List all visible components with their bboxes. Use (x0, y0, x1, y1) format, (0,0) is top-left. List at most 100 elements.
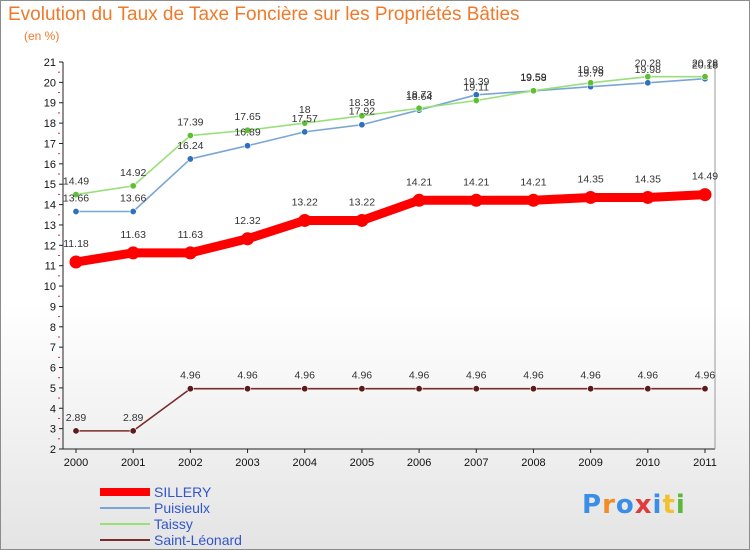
y-tick-label: 15 (44, 179, 56, 191)
y-tick-label: 8 (50, 322, 56, 334)
data-point-taissy (244, 126, 252, 134)
y-tick-label: 3 (50, 424, 56, 436)
data-point-saint-leonard (701, 385, 709, 393)
data-point-taissy (529, 87, 537, 95)
logo-letter: x (634, 490, 653, 520)
data-point-puisieulx (244, 142, 252, 150)
data-point-sillery (412, 193, 426, 207)
y-tick-label: 11 (45, 261, 56, 273)
legend-swatch (100, 539, 150, 541)
data-label-sillery: 14.21 (520, 176, 546, 188)
y-minor-tick (58, 255, 60, 256)
data-label-saint-leonard: 4.96 (695, 370, 716, 382)
data-label-saint-leonard: 4.96 (638, 370, 659, 382)
y-tick-label: 6 (50, 363, 56, 375)
data-point-sillery (526, 193, 540, 207)
x-tick-label: 2011 (693, 457, 717, 469)
y-tick-label: 5 (50, 383, 56, 395)
y-minor-tick (58, 438, 60, 440)
series-line-taissy (75, 75, 706, 196)
data-label-taissy: 18.73 (406, 89, 432, 101)
data-point-saint-leonard (244, 385, 252, 393)
x-tick-label: 2004 (292, 457, 316, 469)
y-tick-label: 10 (44, 281, 56, 293)
y-minor-tick (58, 71, 60, 73)
data-point-taissy (644, 73, 652, 81)
y-minor-tick (58, 295, 60, 297)
data-point-sillery (584, 190, 598, 204)
data-label-sillery: 14.21 (463, 176, 489, 188)
data-label-taissy: 14.49 (63, 176, 89, 188)
data-point-puisieulx (358, 121, 366, 129)
data-label-saint-leonard: 4.96 (180, 370, 201, 382)
chart-subtitle: (en %) (24, 29, 60, 43)
x-tick-label: 2010 (636, 457, 660, 469)
data-label-saint-leonard: 4.96 (295, 370, 316, 382)
logo-letter: i (652, 490, 663, 520)
data-point-saint-leonard (415, 385, 423, 393)
data-label-taissy: 19.98 (577, 64, 603, 76)
data-point-sillery (183, 246, 197, 260)
y-tick-label: 13 (44, 220, 56, 232)
data-label-taissy: 20.28 (692, 58, 718, 70)
data-point-puisieulx (72, 208, 80, 216)
data-point-sillery (69, 255, 83, 269)
data-label-saint-leonard: 4.96 (352, 370, 373, 382)
data-point-saint-leonard (186, 385, 194, 393)
data-point-puisieulx (129, 208, 137, 216)
series-line-sillery (71, 190, 710, 267)
data-point-taissy (587, 79, 595, 87)
proxiti-logo: Proxiti (582, 490, 686, 520)
x-tick-label: 2006 (407, 457, 431, 469)
y-minor-tick (58, 316, 60, 318)
series-line-puisieulx (75, 77, 706, 213)
data-label-taissy: 18.36 (349, 97, 375, 109)
data-label-taissy: 18 (299, 104, 311, 116)
data-label-saint-leonard: 4.96 (237, 370, 258, 382)
data-label-puisieulx: 16.89 (234, 127, 260, 139)
logo-letter: r (602, 490, 616, 520)
logo-letter: t (662, 490, 676, 520)
x-tick-label: 2009 (578, 457, 602, 469)
y-minor-tick (58, 356, 60, 358)
y-minor-tick (58, 112, 60, 114)
data-point-taissy (186, 132, 194, 140)
logo-letter: o (615, 490, 635, 520)
data-label-puisieulx: 16.24 (177, 140, 203, 152)
legend-label: Saint-Léonard (154, 532, 242, 548)
data-label-puisieulx: 17.57 (292, 113, 318, 125)
x-tick-label: 2000 (64, 457, 88, 469)
data-label-puisieulx: 19.98 (635, 64, 661, 76)
data-label-sillery: 14.35 (635, 173, 661, 185)
y-minor-tick (58, 153, 60, 155)
data-label-sillery: 13.22 (292, 196, 318, 208)
series-line-saint-leonard (75, 387, 706, 432)
y-minor-tick (58, 417, 60, 419)
data-label-sillery: 11.18 (63, 238, 89, 250)
legend-swatch (100, 488, 150, 496)
data-label-puisieulx: 20.18 (692, 60, 718, 72)
data-point-saint-leonard (644, 385, 652, 393)
x-tick-label: 2001 (121, 457, 145, 469)
logo-letter: P (582, 490, 603, 520)
data-label-puisieulx: 19.79 (577, 68, 603, 80)
data-label-sillery: 13.22 (349, 196, 375, 208)
data-label-saint-leonard: 4.96 (466, 370, 487, 382)
y-tick-label: 14 (44, 200, 56, 212)
data-point-taissy (72, 191, 80, 199)
data-label-sillery: 12.32 (234, 215, 260, 227)
y-tick-label: 7 (50, 342, 56, 354)
y-tick-label: 20 (44, 77, 56, 89)
legend-swatch (100, 523, 150, 525)
data-point-saint-leonard (301, 385, 309, 393)
data-label-saint-leonard: 4.96 (580, 370, 601, 382)
data-label-sillery: 14.21 (406, 176, 432, 188)
data-label-puisieulx: 19.39 (463, 76, 489, 88)
x-tick-label: 2005 (350, 457, 374, 469)
y-tick-label: 12 (44, 240, 56, 252)
data-label-saint-leonard: 4.96 (523, 370, 544, 382)
legend-label: Taissy (154, 516, 193, 532)
data-point-taissy (472, 96, 480, 104)
y-tick-label: 2 (50, 444, 56, 456)
data-label-taissy: 17.39 (177, 117, 203, 129)
